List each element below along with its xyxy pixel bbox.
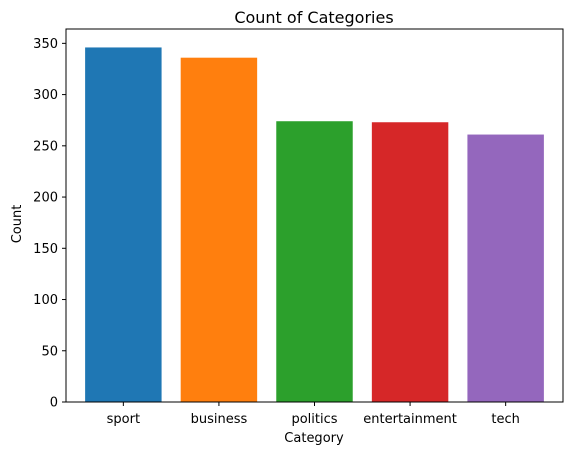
y-tick-label: 300 <box>33 88 58 103</box>
x-tick-label: tech <box>491 412 519 427</box>
x-axis-label: Category <box>284 431 344 446</box>
y-tick-label: 50 <box>41 344 58 359</box>
y-axis-ticks: 0 50 100 150 200 250 300 350 <box>33 37 66 411</box>
chart-title: Count of Categories <box>234 8 393 27</box>
bar-business <box>180 57 258 402</box>
x-tick-label: politics <box>291 412 337 427</box>
y-tick-label: 0 <box>50 396 58 411</box>
x-axis-ticks: sport business politics entertainment tech <box>107 402 520 427</box>
x-tick-label: entertainment <box>363 412 457 427</box>
y-tick-label: 200 <box>33 191 58 206</box>
y-tick-label: 100 <box>33 293 58 308</box>
bar-sport <box>85 47 162 402</box>
bar-entertainment <box>371 122 449 402</box>
x-tick-label: business <box>191 412 248 427</box>
plot-area-frame <box>65 28 564 403</box>
y-tick-label: 350 <box>33 37 58 52</box>
y-tick-label: 150 <box>33 242 58 257</box>
y-tick-label: 250 <box>33 139 58 154</box>
bar-politics <box>276 121 353 402</box>
bars-group <box>85 47 544 403</box>
y-axis-label: Count <box>10 205 25 244</box>
bar-tech <box>467 134 544 403</box>
x-tick-label: sport <box>107 412 140 427</box>
